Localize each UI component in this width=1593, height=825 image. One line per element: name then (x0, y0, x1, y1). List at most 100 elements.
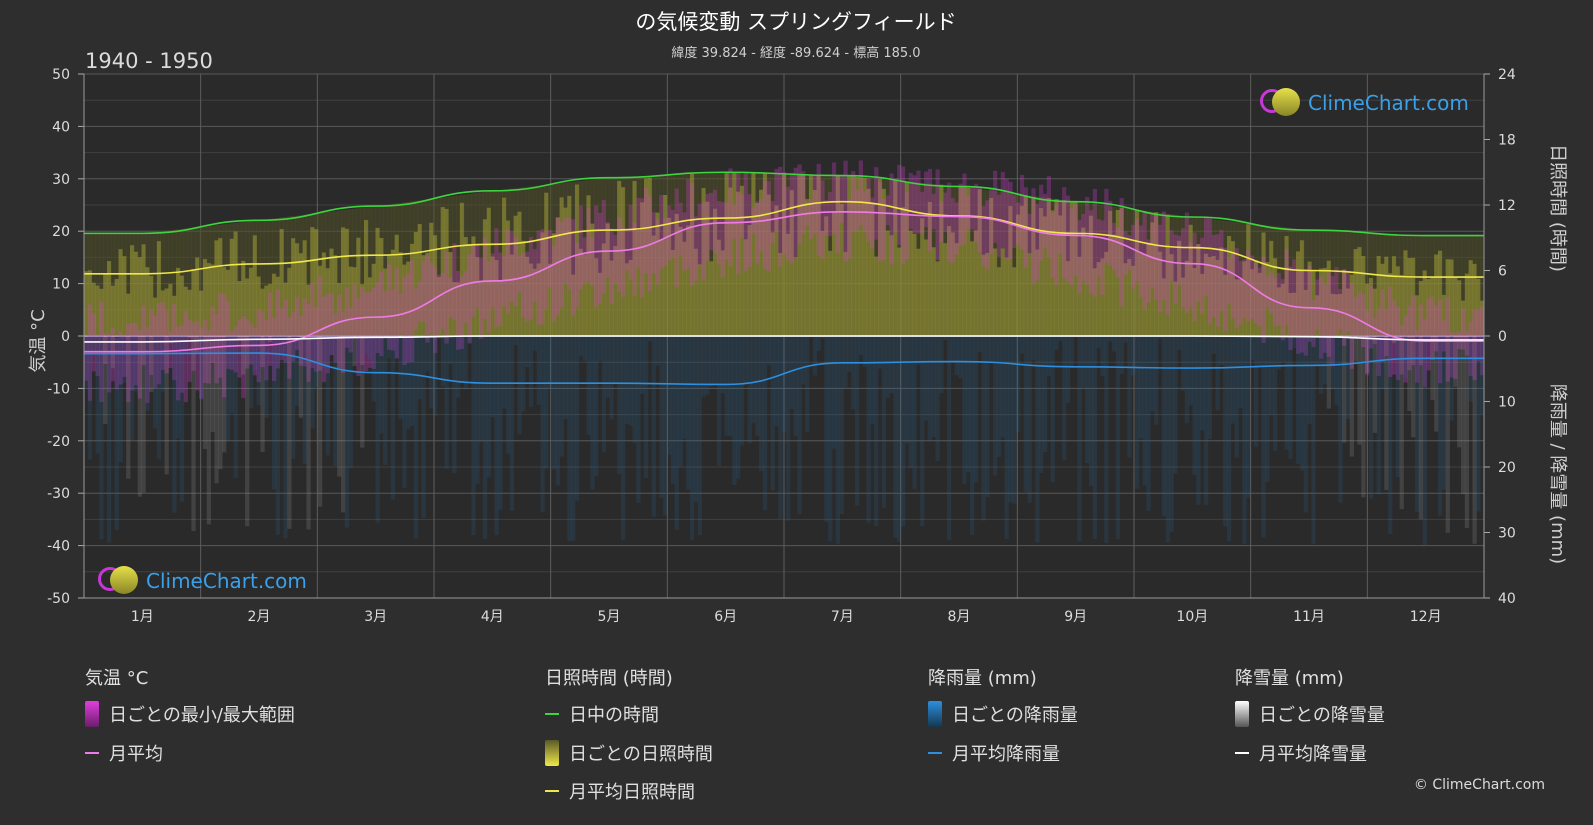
sunshine-bar (1288, 292, 1293, 336)
sunshine-bar (413, 231, 419, 336)
precip-bar (686, 336, 691, 490)
temp-range-bar (770, 201, 775, 244)
sunshine-bar (1315, 295, 1320, 336)
precip-bar (655, 336, 660, 366)
temp-range-bar (1180, 228, 1186, 308)
legend-sun-avg: 月平均日照時間 (545, 778, 695, 804)
sunshine-bar (766, 194, 771, 336)
precip-bar (1437, 336, 1443, 516)
temp-range-bar (897, 164, 902, 245)
sunshine-bar (931, 247, 936, 336)
temp-range-bar (379, 271, 384, 357)
daylight-bar (782, 173, 787, 336)
sunshine-bar (1434, 254, 1439, 336)
precip-bar (1253, 336, 1259, 447)
precip-bar (724, 336, 729, 436)
precip-bar (525, 336, 530, 368)
legend-snow-daily: 日ごとの降雪量 (1235, 701, 1385, 727)
daylight-bar (248, 221, 254, 336)
daylight-bar (1127, 208, 1132, 336)
daylight-bar (356, 208, 361, 336)
precip-bar (590, 336, 595, 490)
sunshine-bar (348, 266, 353, 336)
daylight-bar (1261, 224, 1266, 336)
temp-range-bar (183, 311, 188, 403)
sunshine-bar (168, 283, 173, 336)
daylight-bar (640, 176, 645, 336)
precip-bar (1207, 336, 1213, 439)
temp-range-bar (755, 201, 760, 264)
temp-range-bar (210, 306, 215, 363)
daylight-bar (1361, 232, 1366, 336)
sunshine-bar (1372, 288, 1378, 336)
daylight-bar (993, 191, 998, 336)
precip-bar (578, 336, 584, 357)
temp-range-bar (686, 179, 691, 269)
daylight-bar (1031, 196, 1036, 336)
temp-range-bar (433, 267, 438, 353)
temp-range-bar (1200, 237, 1205, 314)
temp-range-bar (690, 182, 695, 287)
daylight-bar (482, 191, 488, 336)
sunshine-bar (812, 189, 818, 336)
precip-bar (371, 336, 376, 402)
sunshine-bar (429, 222, 434, 336)
temp-range-bar (387, 264, 392, 350)
temp-range-bar (1434, 305, 1439, 352)
sunshine-bar (1073, 201, 1078, 336)
precip-bar (667, 336, 672, 455)
temp-range-bar (797, 164, 802, 245)
temp-range-bar (1246, 250, 1251, 322)
temp-range-bar (1238, 260, 1243, 325)
daylight-bar (1016, 194, 1021, 336)
precip-bar (893, 336, 898, 538)
precip-bar (1460, 336, 1466, 495)
left-tick-label: 40 (52, 119, 70, 135)
sunshine-bar (406, 261, 411, 336)
month-label: 4月 (481, 609, 504, 625)
temp-range-bar (118, 331, 123, 385)
precip-bar (1100, 336, 1105, 377)
sunshine-bar (283, 282, 288, 336)
temp-range-bar (663, 218, 668, 266)
logo-bottom[interactable]: ClimeChart.com (96, 566, 307, 596)
sunshine-bar (993, 248, 998, 336)
temp-range-bar (509, 231, 514, 303)
daylight-bar (690, 173, 695, 336)
daylight-bar (943, 185, 948, 336)
precip-bar (1349, 336, 1354, 457)
precip-bar (828, 336, 833, 542)
temp-range-bar (1372, 317, 1378, 344)
sunshine-bar (133, 251, 139, 336)
temp-range-bar (1422, 319, 1427, 388)
sunshine-bar (912, 233, 917, 336)
temp-range-bar (1069, 208, 1074, 286)
precip-bar (571, 336, 576, 541)
left-axis-title: 気温 °C (28, 309, 49, 372)
daylight-bar (1434, 235, 1439, 336)
sunshine-bar (1334, 294, 1339, 336)
sunshine-bar (563, 207, 568, 336)
daylight-bar (1046, 198, 1051, 336)
sunshine-bar (1418, 281, 1424, 336)
sunshine-bar (126, 293, 131, 336)
sunshine-bar (1280, 284, 1285, 336)
daylight-bar (540, 185, 545, 336)
sunshine-bar (670, 249, 676, 336)
precip-bar (1219, 336, 1224, 366)
right-top-axis-title: 日照時間 (時間) (1547, 144, 1568, 272)
precip-bar (1184, 336, 1190, 424)
sunshine-bar (1368, 277, 1374, 336)
temp-range-bar (1012, 195, 1017, 248)
daylight-bar (709, 172, 714, 336)
logo-top[interactable]: ClimeChart.com (1258, 88, 1469, 118)
precip-bar (835, 336, 841, 544)
precip-bar (847, 336, 852, 372)
daylight-bar (498, 189, 503, 336)
precip-bar (1119, 336, 1124, 375)
temp-range-bar (789, 172, 794, 264)
temp-range-bar (778, 166, 783, 267)
daylight-bar (1039, 197, 1044, 336)
sunshine-bar (375, 227, 380, 336)
precip-bar (471, 336, 476, 535)
